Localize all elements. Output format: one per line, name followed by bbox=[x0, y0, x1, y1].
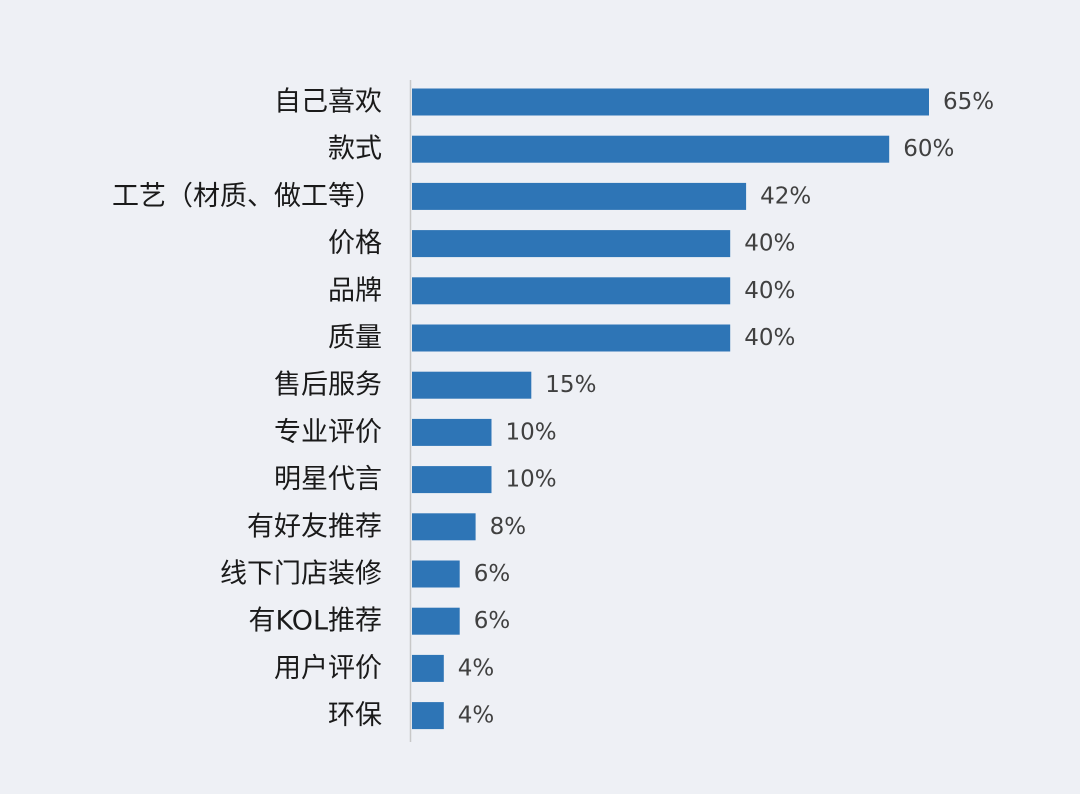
bar-3 bbox=[412, 182, 747, 210]
value-label: 40% bbox=[744, 325, 795, 351]
category-label: 质量 bbox=[328, 323, 382, 354]
category-label: 工艺（材质、做工等） bbox=[112, 181, 382, 212]
bar-6 bbox=[412, 324, 731, 352]
category-label: 用户评价 bbox=[274, 653, 382, 684]
value-label: 42% bbox=[760, 183, 811, 209]
bar-12 bbox=[412, 607, 460, 635]
value-label: 65% bbox=[943, 89, 994, 115]
value-label: 60% bbox=[903, 136, 954, 162]
value-label: 6% bbox=[474, 608, 511, 634]
value-label: 4% bbox=[458, 703, 495, 729]
bar-1 bbox=[412, 88, 929, 116]
category-label: 有KOL推荐 bbox=[248, 606, 382, 637]
category-label: 明星代言 bbox=[274, 464, 382, 495]
value-label: 4% bbox=[458, 655, 495, 681]
value-labels-group: 65% 60% 42% 40% 40% 40% 15% 10% 10% 8% 6% 6% 4% 4% bbox=[458, 89, 994, 729]
value-label: 6% bbox=[474, 561, 511, 587]
bar-10 bbox=[412, 513, 476, 541]
category-label: 线下门店装修 bbox=[220, 559, 382, 590]
value-label: 10% bbox=[506, 419, 557, 445]
bar-7 bbox=[412, 371, 532, 399]
bars-group bbox=[412, 88, 929, 730]
category-label: 专业评价 bbox=[274, 417, 382, 448]
bar-5 bbox=[412, 277, 731, 305]
value-label: 8% bbox=[490, 514, 526, 540]
bar-2 bbox=[412, 135, 890, 163]
bar-4 bbox=[412, 230, 731, 258]
value-label: 15% bbox=[545, 372, 596, 398]
category-label: 环保 bbox=[328, 700, 382, 731]
category-label: 品牌 bbox=[328, 275, 382, 306]
category-label: 价格 bbox=[328, 228, 382, 259]
category-label: 自己喜欢 bbox=[274, 87, 382, 118]
bar-8 bbox=[412, 418, 492, 446]
value-label: 40% bbox=[744, 231, 795, 257]
category-label: 售后服务 bbox=[274, 370, 382, 401]
bar-13 bbox=[412, 654, 444, 682]
bar-11 bbox=[412, 560, 460, 588]
value-label: 10% bbox=[506, 467, 557, 493]
bar-14 bbox=[412, 702, 444, 730]
value-label: 40% bbox=[744, 278, 795, 304]
bar-9 bbox=[412, 466, 492, 494]
category-label: 款式 bbox=[328, 134, 382, 165]
category-label: 有好友推荐 bbox=[247, 511, 382, 542]
